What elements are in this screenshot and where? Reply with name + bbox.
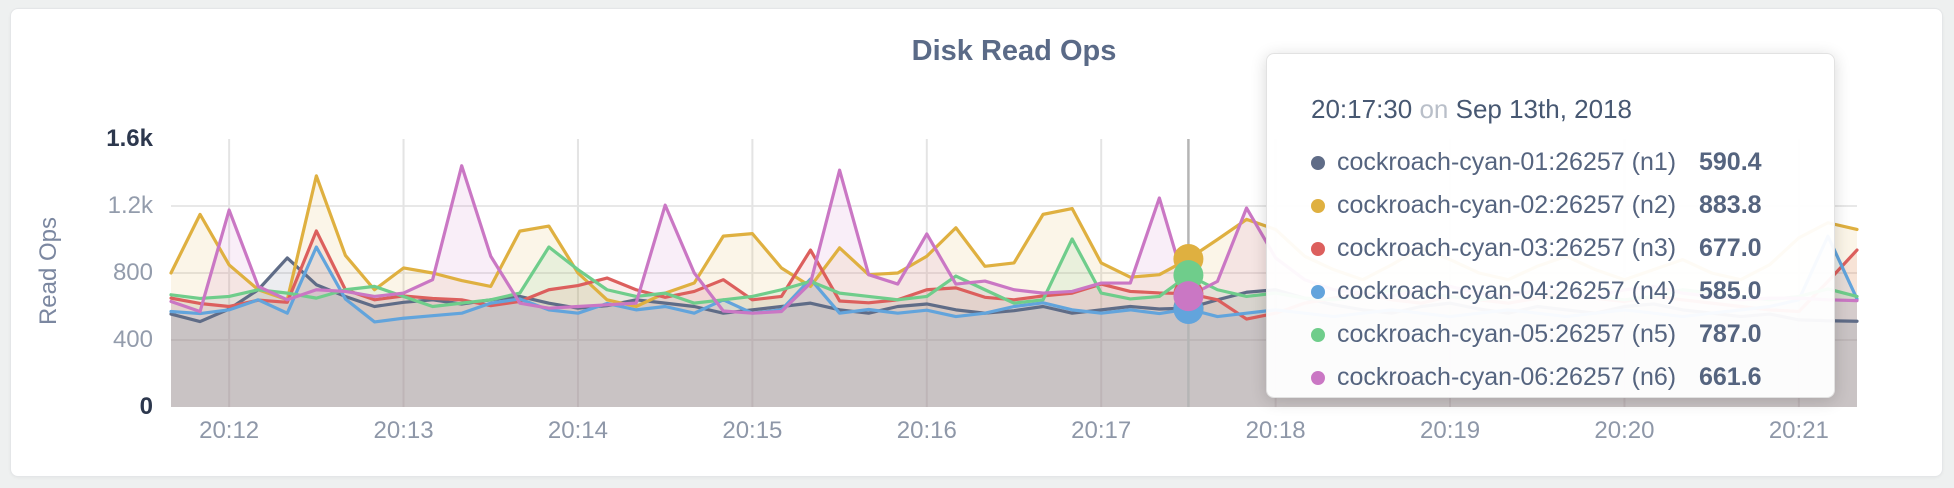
tooltip-series-value: 590.4 <box>1699 148 1762 176</box>
tooltip-row: cockroach-cyan-02:26257 (n2) 883.8 <box>1311 184 1804 227</box>
x-tick-label: 20:19 <box>1420 417 1481 444</box>
x-tick-label: 20:12 <box>199 417 260 444</box>
x-tick-label: 20:18 <box>1245 417 1306 444</box>
tooltip-row: cockroach-cyan-04:26257 (n4) 585.0 <box>1311 270 1804 313</box>
chart-card: Disk Read Ops Read Ops 1.6k 1.2k 800 400 0 2… <box>10 8 1943 477</box>
series-color-dot-icon <box>1311 155 1325 170</box>
tooltip-series-value: 677.0 <box>1699 234 1762 262</box>
series-color-dot-icon <box>1311 327 1325 342</box>
tooltip-series-name: cockroach-cyan-03:26257 (n3) <box>1337 234 1677 262</box>
y-tick-label: 1.2k <box>107 192 153 219</box>
tooltip-series-name: cockroach-cyan-05:26257 (n5) <box>1337 320 1677 348</box>
tooltip-row: cockroach-cyan-06:26257 (n6) 661.6 <box>1311 356 1804 399</box>
series-color-dot-icon <box>1311 284 1325 299</box>
x-tick-label: 20:17 <box>1071 417 1132 444</box>
tooltip-series-value: 787.0 <box>1699 320 1762 348</box>
tooltip-series-value: 661.6 <box>1699 363 1762 391</box>
tooltip-date: Sep 13th, 2018 <box>1455 94 1632 124</box>
tooltip-on-word: on <box>1419 94 1449 124</box>
tooltip-series-name: cockroach-cyan-01:26257 (n1) <box>1337 148 1677 176</box>
tooltip-series-name: cockroach-cyan-06:26257 (n6) <box>1337 363 1677 391</box>
tooltip-rows: cockroach-cyan-01:26257 (n1) 590.4 cockroa… <box>1311 141 1804 399</box>
series-color-dot-icon <box>1311 198 1325 213</box>
x-tick-label: 20:15 <box>722 417 783 444</box>
series-color-dot-icon <box>1311 370 1325 385</box>
y-tick-label: 1.6k <box>106 125 153 152</box>
x-tick-label: 20:14 <box>547 417 608 444</box>
y-tick-label: 0 <box>139 393 153 420</box>
tooltip-series-value: 585.0 <box>1699 277 1762 305</box>
tooltip-series-name: cockroach-cyan-04:26257 (n4) <box>1337 277 1677 305</box>
tooltip-header: 20:17:30 on Sep 13th, 2018 <box>1311 94 1804 125</box>
x-tick-label: 20:16 <box>896 417 957 444</box>
hover-dot <box>1173 281 1204 312</box>
series-color-dot-icon <box>1311 241 1325 256</box>
hover-tooltip: 20:17:30 on Sep 13th, 2018 cockroach-cya… <box>1266 53 1835 398</box>
x-tick-label: 20:21 <box>1768 417 1829 444</box>
tooltip-row: cockroach-cyan-05:26257 (n5) 787.0 <box>1311 313 1804 356</box>
tooltip-series-value: 883.8 <box>1699 191 1762 219</box>
tooltip-row: cockroach-cyan-01:26257 (n1) 590.4 <box>1311 141 1804 184</box>
x-tick-label: 20:20 <box>1594 417 1655 444</box>
tooltip-series-name: cockroach-cyan-02:26257 (n2) <box>1337 191 1677 219</box>
tooltip-row: cockroach-cyan-03:26257 (n3) 677.0 <box>1311 227 1804 270</box>
tooltip-time: 20:17:30 <box>1311 94 1413 124</box>
y-tick-label: 400 <box>112 326 153 353</box>
chart-title: Disk Read Ops <box>911 35 1117 67</box>
hover-dot <box>1173 260 1204 291</box>
y-tick-label: 800 <box>112 259 153 286</box>
x-tick-label: 20:13 <box>373 417 434 444</box>
